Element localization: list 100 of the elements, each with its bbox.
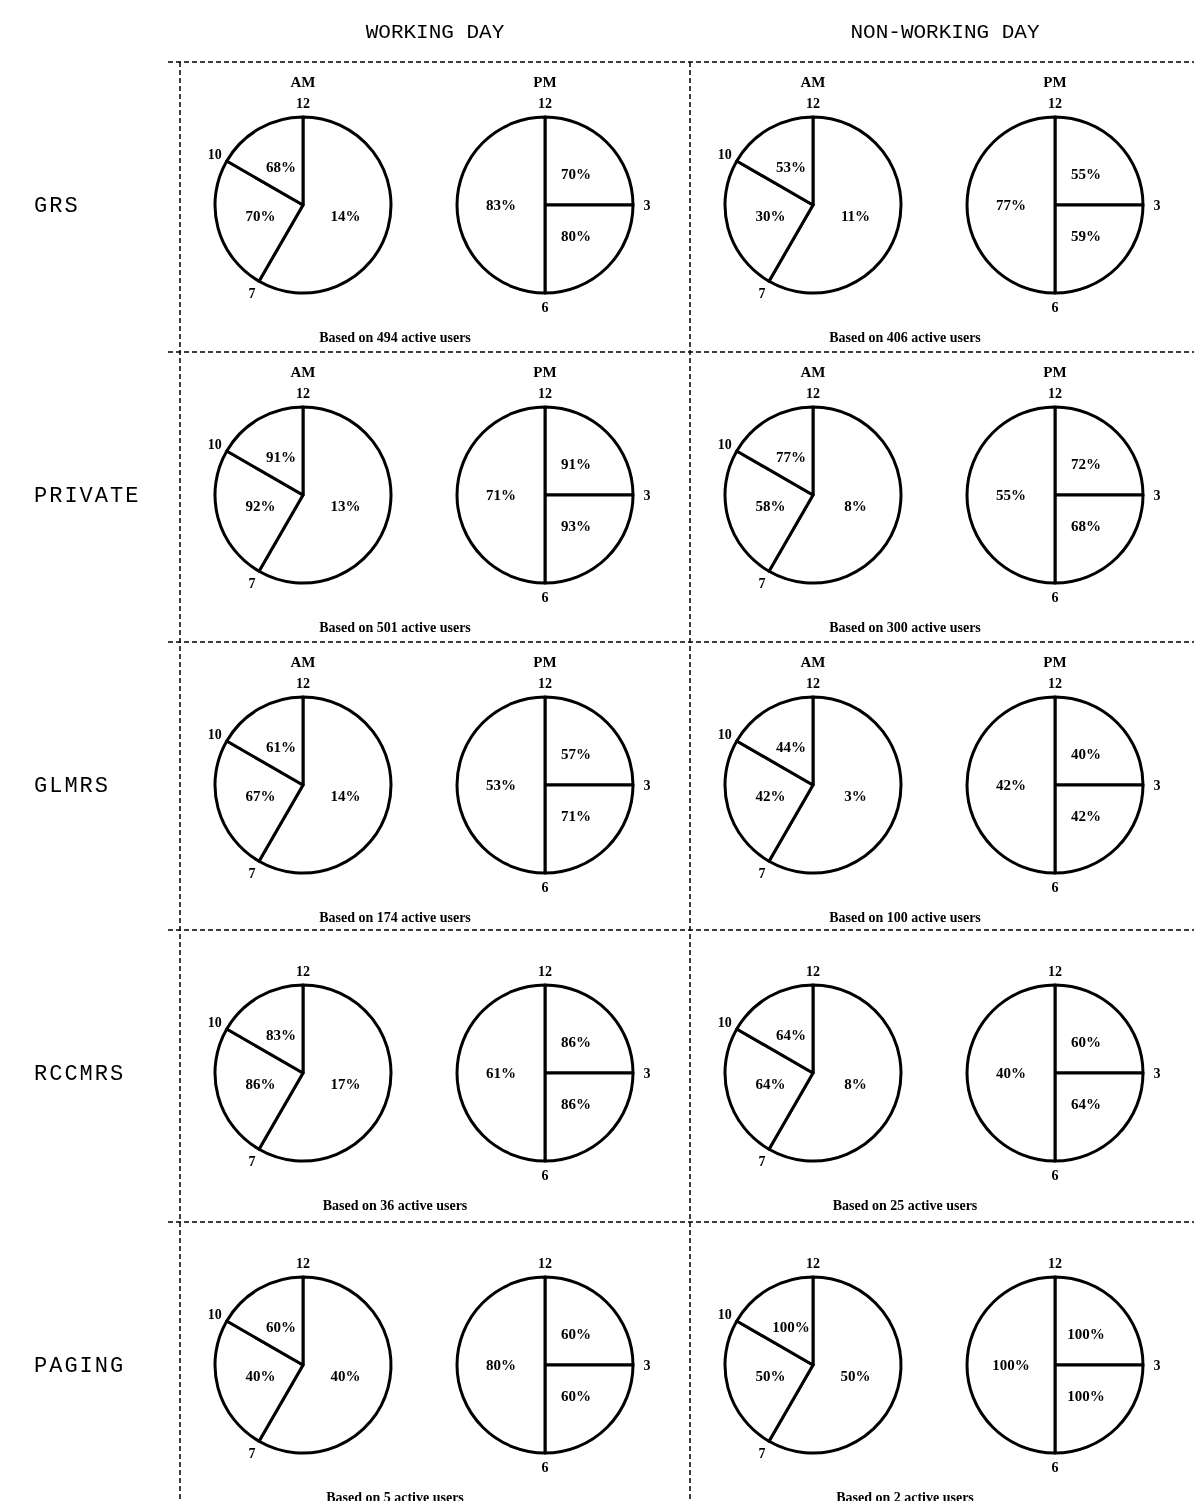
category-label: 12 (1048, 96, 1062, 111)
text: AM (290, 654, 316, 670)
text: PRIVATE (34, 484, 141, 509)
text: Based on 174 active users (319, 910, 472, 925)
data-label: 100% (1067, 1388, 1105, 1405)
data-label: 40% (1071, 745, 1102, 762)
data-label: 40% (330, 1368, 361, 1385)
category-label: 12 (296, 676, 310, 691)
data-label: 64% (1071, 1096, 1102, 1113)
data-label: 70% (561, 165, 592, 182)
data-label: 30% (755, 208, 786, 225)
data-label: 64% (755, 1076, 786, 1093)
category-label: 12 (1048, 386, 1062, 401)
data-label: 91% (561, 455, 592, 472)
data-label: 100% (1067, 1325, 1105, 1342)
data-label: 11% (840, 208, 871, 225)
category-label: 10 (717, 147, 732, 162)
data-label: 8% (844, 498, 867, 515)
data-label: 68% (266, 158, 296, 175)
category-label: 12 (296, 386, 310, 401)
category-label: 10 (207, 727, 222, 742)
category-label: 7 (248, 1154, 256, 1170)
text: RCCMRS (34, 1062, 126, 1087)
data-label: 86% (561, 1033, 592, 1050)
category-label: 7 (248, 286, 256, 302)
data-label: 91% (266, 448, 296, 465)
data-label: 57% (561, 745, 592, 762)
data-label: 59% (1071, 228, 1102, 245)
text: PM (1043, 74, 1067, 90)
data-label: 53% (486, 777, 516, 793)
category-label: 12 (296, 96, 310, 111)
data-label: 80% (561, 228, 592, 245)
data-label: 67% (245, 788, 276, 805)
text: GRS (34, 194, 80, 219)
category-label: 7 (758, 1154, 766, 1170)
category-label: 6 (541, 1460, 549, 1475)
data-label: 80% (486, 1357, 516, 1373)
category-label: 7 (248, 1446, 256, 1462)
category-label: 3 (1153, 778, 1161, 793)
category-label: 7 (248, 866, 256, 882)
category-label: 10 (717, 727, 732, 742)
category-label: 3 (643, 778, 651, 793)
category-label: 3 (1153, 1066, 1161, 1081)
text: Based on 501 active users (319, 620, 472, 635)
data-label: 77% (996, 197, 1026, 213)
category-label: 3 (643, 1358, 651, 1373)
category-label: 6 (541, 1168, 549, 1183)
category-label: 6 (1051, 880, 1059, 895)
text: AM (800, 364, 826, 380)
data-label: 68% (1071, 518, 1102, 535)
data-label: 60% (561, 1388, 592, 1405)
data-label: 100% (992, 1357, 1030, 1373)
category-label: 6 (1051, 300, 1059, 315)
category-label: 6 (541, 590, 549, 605)
data-label: 60% (1071, 1033, 1102, 1050)
data-label: 58% (755, 498, 786, 515)
data-label: 13% (330, 498, 361, 515)
data-label: 60% (561, 1325, 592, 1342)
text: AM (290, 74, 316, 90)
text: PAGING (34, 1354, 126, 1379)
category-label: 6 (1051, 1460, 1059, 1475)
data-label: 83% (266, 1026, 296, 1043)
data-label: 53% (776, 158, 806, 175)
data-label: 55% (1071, 165, 1102, 182)
category-label: 10 (717, 1015, 732, 1030)
category-label: 7 (758, 286, 766, 302)
category-label: 10 (207, 1307, 222, 1322)
category-label: 12 (296, 964, 310, 979)
category-label: 12 (806, 386, 820, 401)
data-label: 92% (245, 498, 276, 515)
category-label: 12 (1048, 1256, 1062, 1271)
category-label: 3 (1153, 488, 1161, 503)
data-label: 44% (776, 738, 806, 755)
category-label: 12 (1048, 676, 1062, 691)
text: AM (800, 654, 826, 670)
category-label: 7 (248, 576, 256, 592)
category-label: 3 (643, 1066, 651, 1081)
category-label: 7 (758, 866, 766, 882)
category-label: 10 (717, 1307, 732, 1322)
data-label: 86% (561, 1096, 592, 1113)
category-label: 12 (538, 96, 552, 111)
category-label: 12 (806, 96, 820, 111)
data-label: 71% (486, 487, 516, 503)
data-label: 70% (245, 208, 276, 225)
data-label: 3% (844, 788, 867, 805)
data-label: 83% (486, 197, 516, 213)
data-label: 61% (486, 1065, 516, 1081)
data-label: 42% (755, 788, 786, 805)
data-label: 93% (561, 518, 592, 535)
data-label: 60% (266, 1318, 296, 1335)
text: PM (533, 74, 557, 90)
text: Based on 494 active users (319, 330, 472, 345)
text: Based on 36 active users (322, 1198, 468, 1213)
category-label: 6 (541, 300, 549, 315)
category-label: 10 (207, 147, 222, 162)
data-label: 50% (755, 1368, 786, 1385)
text: GLMRS (34, 774, 111, 799)
text: AM (800, 74, 826, 90)
data-label: 50% (840, 1368, 871, 1385)
data-label: 77% (776, 448, 806, 465)
